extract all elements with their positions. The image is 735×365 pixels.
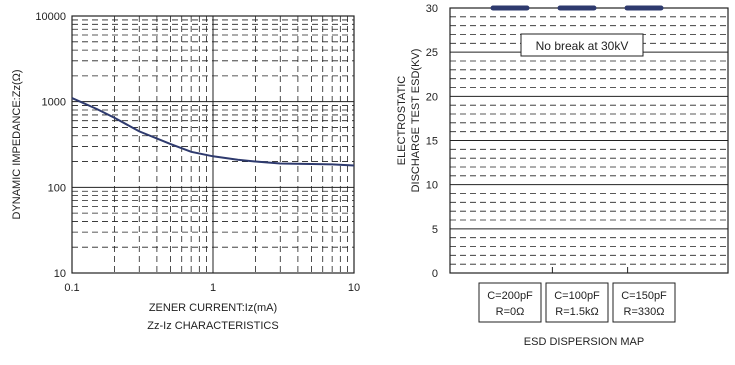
zz-iz-y-tick-label: 10000 — [35, 11, 66, 23]
esd-condition-box — [612, 282, 676, 323]
esd-condition-resistance: R=0Ω — [496, 306, 525, 318]
esd-condition-box — [545, 282, 609, 323]
zz-iz-x-ticks: 0.1 1 10 — [64, 282, 360, 294]
esd-grid — [450, 16, 728, 273]
esd-y-tick-label: 30 — [426, 3, 438, 15]
zz-iz-x-tick-label: 1 — [210, 282, 216, 294]
esd-y-tick-label: 5 — [432, 224, 438, 236]
esd-condition-capacitance: C=100pF — [554, 290, 600, 302]
zz-iz-y-ticks: 10 100 1000 10000 — [35, 11, 66, 280]
esd-condition-box — [478, 282, 542, 323]
zz-iz-y-axis-label: DYNAMIC IMPEDANCE:Zz(Ω) — [11, 69, 23, 219]
esd-chart: 0 5 10 15 20 25 30 No break at 30kV C=200pF R=0… — [396, 3, 729, 348]
esd-y-tick-label: 20 — [426, 91, 438, 103]
esd-condition-resistance: R=330Ω — [624, 306, 665, 318]
esd-y-axis-label-line2: DISCHARGE TEST ESD(KV) — [410, 49, 422, 193]
esd-y-tick-label: 10 — [426, 180, 438, 192]
zz-iz-y-tick-label: 10 — [54, 268, 66, 280]
esd-y-tick-label: 15 — [426, 136, 438, 148]
esd-y-ticks: 0 5 10 15 20 25 30 — [426, 3, 438, 280]
zz-iz-x-tick-label: 0.1 — [64, 282, 79, 294]
zz-iz-x-axis-label: ZENER CURRENT:Iz(mA) — [149, 302, 277, 314]
esd-condition-labels: C=200pF R=0Ω C=100pF R=1.5kΩ C=150pF R=330Ω — [478, 282, 676, 323]
esd-y-axis-label: ELECTROSTATIC DISCHARGE TEST ESD(KV) — [396, 49, 422, 193]
zz-iz-x-tick-label: 10 — [348, 282, 360, 294]
esd-y-tick-label: 0 — [432, 268, 438, 280]
zz-iz-chart: 0.1 1 10 10 100 1000 10000 ZENER CURRENT:Iz(m… — [11, 11, 360, 332]
zz-iz-curve — [71, 97, 355, 167]
zz-iz-y-tick-label: 1000 — [42, 97, 66, 109]
esd-y-tick-label: 25 — [426, 47, 438, 59]
esd-annotation: No break at 30kV — [536, 39, 629, 53]
esd-y-axis-label-line1: ELECTROSTATIC — [396, 76, 408, 165]
esd-condition-capacitance: C=150pF — [621, 290, 667, 302]
zz-iz-y-tick-label: 100 — [48, 182, 66, 194]
zz-iz-chart-title: Zz-Iz CHARACTERISTICS — [147, 320, 278, 332]
esd-condition-capacitance: C=200pF — [487, 290, 533, 302]
zz-iz-grid — [72, 16, 354, 273]
zz-iz-plot-frame — [71, 15, 355, 274]
esd-annotation-box — [520, 33, 644, 57]
esd-condition-resistance: R=1.5kΩ — [555, 306, 598, 318]
esd-chart-title: ESD DISPERSION MAP — [524, 336, 644, 348]
